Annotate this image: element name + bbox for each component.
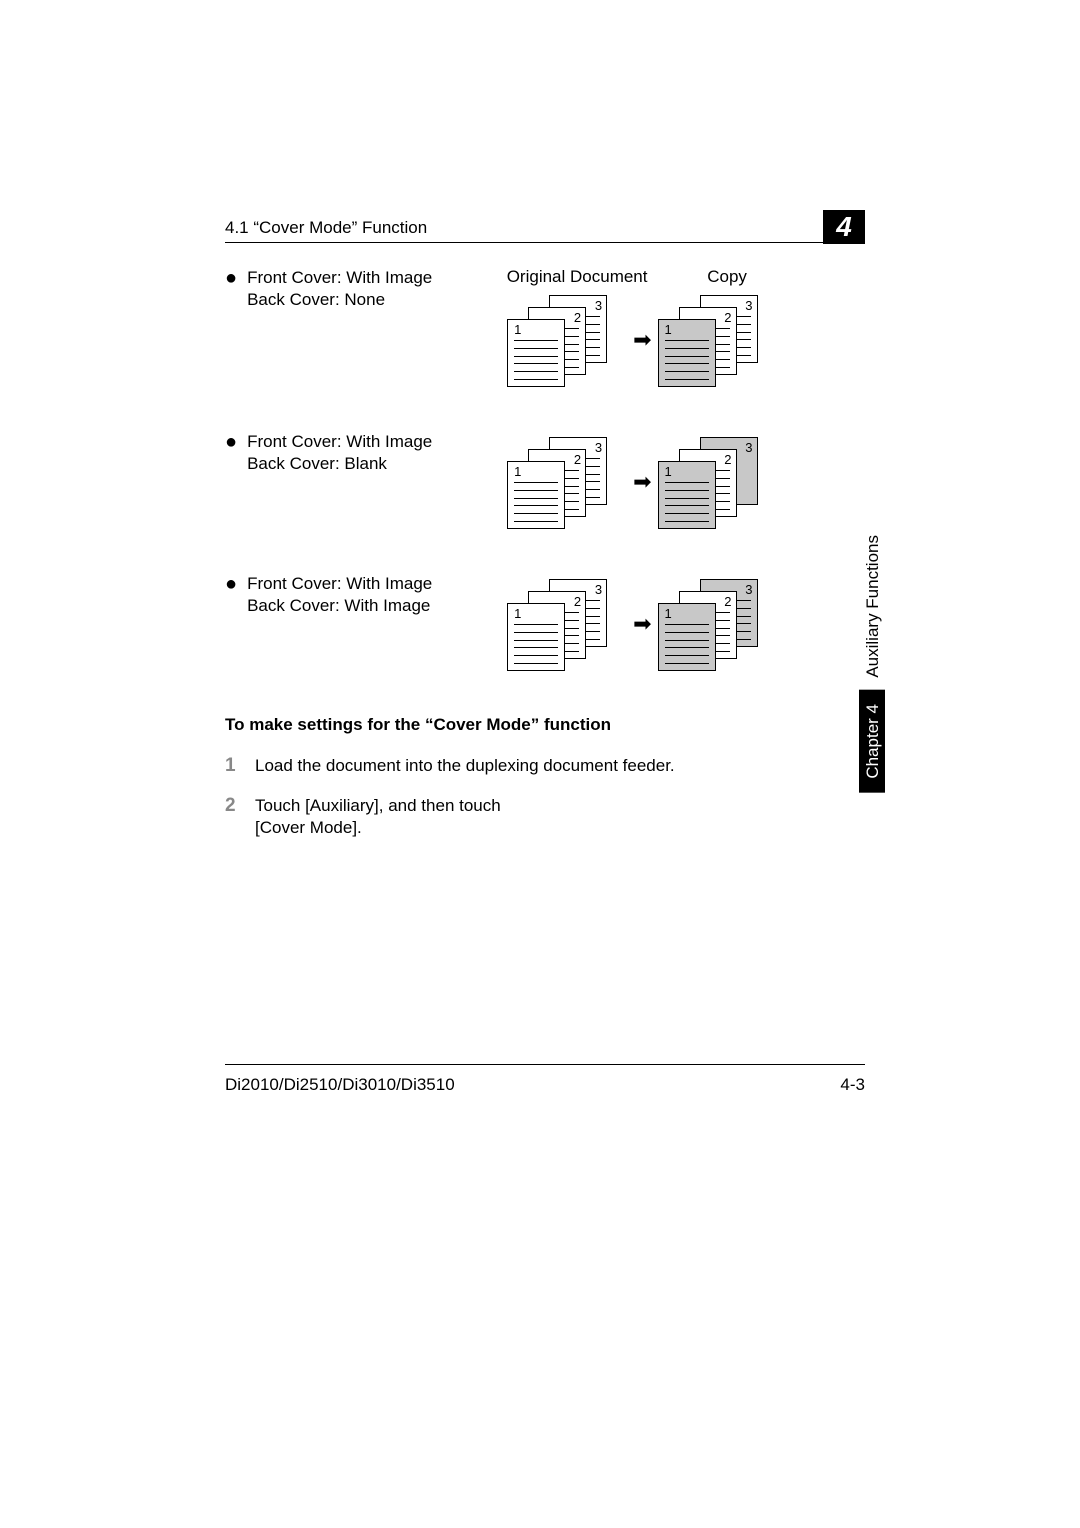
page-num: 3 (745, 440, 752, 455)
original-stack: 3 2 1 (507, 579, 627, 669)
bullet-icon: ● (225, 575, 237, 593)
diagram-pair-1: 3 2 1 ➡ 3 (487, 295, 865, 385)
arrow-icon: ➡ (633, 469, 651, 495)
side-section-label: Auxiliary Functions (859, 523, 885, 690)
page-num: 2 (574, 594, 581, 609)
bullet-line: Back Cover: None (247, 289, 487, 311)
page-num: 2 (724, 310, 731, 325)
bullet-icon: ● (225, 269, 237, 287)
side-tab: Chapter 4 Auxiliary Functions (859, 523, 885, 792)
cover-mode-row-2: ● Front Cover: With Image Back Cover: Bl… (225, 431, 865, 527)
original-stack: 3 2 1 (507, 437, 627, 527)
diagram-column-headers: Original Document Copy (487, 267, 865, 287)
doc-page-1: 1 (507, 319, 565, 387)
diagram-pair-3: 3 2 1 ➡ 3 (487, 579, 865, 669)
page-footer: Di2010/Di2510/Di3010/Di3510 4-3 (225, 1064, 865, 1095)
arrow-icon: ➡ (633, 611, 651, 637)
diagram-column-2: 3 2 1 ➡ 3 (487, 431, 865, 527)
step-number: 2 (225, 795, 241, 839)
bullet-line: Back Cover: Blank (247, 453, 487, 475)
page-num: 1 (514, 606, 521, 621)
page-num: 3 (595, 582, 602, 597)
bullet-text-1: Front Cover: With Image Back Cover: None (247, 267, 487, 311)
page-num: 3 (595, 440, 602, 455)
page-num: 1 (665, 464, 672, 479)
doc-page-1-cover: 1 (658, 603, 716, 671)
bullet-text-2: Front Cover: With Image Back Cover: Blan… (247, 431, 487, 475)
page-num: 1 (665, 322, 672, 337)
original-stack: 3 2 1 (507, 295, 627, 385)
doc-page-1-cover: 1 (658, 319, 716, 387)
header-copy: Copy (667, 267, 787, 287)
bullet-line: Back Cover: With Image (247, 595, 487, 617)
copy-stack: 3 2 1 (658, 579, 778, 669)
step-text: Touch [Auxiliary], and then touch [Cover… (255, 795, 555, 839)
copy-stack: 3 2 1 (658, 295, 778, 385)
arrow-icon: ➡ (633, 327, 651, 353)
page-num: 3 (745, 298, 752, 313)
header-original: Original Document (487, 267, 667, 287)
bullet-icon: ● (225, 433, 237, 451)
doc-page-1: 1 (507, 461, 565, 529)
page-content: 4.1 “Cover Mode” Function 4 ● Front Cove… (225, 210, 865, 857)
bullet-line: Front Cover: With Image (247, 431, 487, 453)
cover-mode-row-3: ● Front Cover: With Image Back Cover: Wi… (225, 573, 865, 669)
page-num: 2 (724, 452, 731, 467)
step-1: 1 Load the document into the duplexing d… (225, 755, 865, 777)
bullet-text-3: Front Cover: With Image Back Cover: With… (247, 573, 487, 617)
page-num: 3 (745, 582, 752, 597)
section-title: 4.1 “Cover Mode” Function (225, 218, 427, 238)
side-chapter-label: Chapter 4 (859, 690, 885, 793)
page-header: 4.1 “Cover Mode” Function 4 (225, 210, 865, 243)
bullet-line: Front Cover: With Image (247, 573, 487, 595)
step-text: Load the document into the duplexing doc… (255, 755, 675, 777)
step-2: 2 Touch [Auxiliary], and then touch [Cov… (225, 795, 865, 839)
diagram-column-3: 3 2 1 ➡ 3 (487, 573, 865, 669)
footer-model: Di2010/Di2510/Di3010/Di3510 (225, 1075, 455, 1095)
page-num: 2 (574, 310, 581, 325)
page-num: 1 (665, 606, 672, 621)
page-num: 2 (724, 594, 731, 609)
page-num: 2 (574, 452, 581, 467)
diagram-column-1: Original Document Copy 3 2 1 (487, 267, 865, 385)
copy-stack: 3 2 1 (658, 437, 778, 527)
page-num: 1 (514, 464, 521, 479)
bullet-line: Front Cover: With Image (247, 267, 487, 289)
doc-page-1: 1 (507, 603, 565, 671)
cover-mode-row-1: ● Front Cover: With Image Back Cover: No… (225, 267, 865, 385)
doc-page-1-cover: 1 (658, 461, 716, 529)
chapter-number-box: 4 (823, 210, 865, 244)
footer-page-number: 4-3 (840, 1075, 865, 1095)
page-num: 3 (595, 298, 602, 313)
page-num: 1 (514, 322, 521, 337)
subheading: To make settings for the “Cover Mode” fu… (225, 715, 865, 735)
step-number: 1 (225, 755, 241, 777)
diagram-pair-2: 3 2 1 ➡ 3 (487, 437, 865, 527)
